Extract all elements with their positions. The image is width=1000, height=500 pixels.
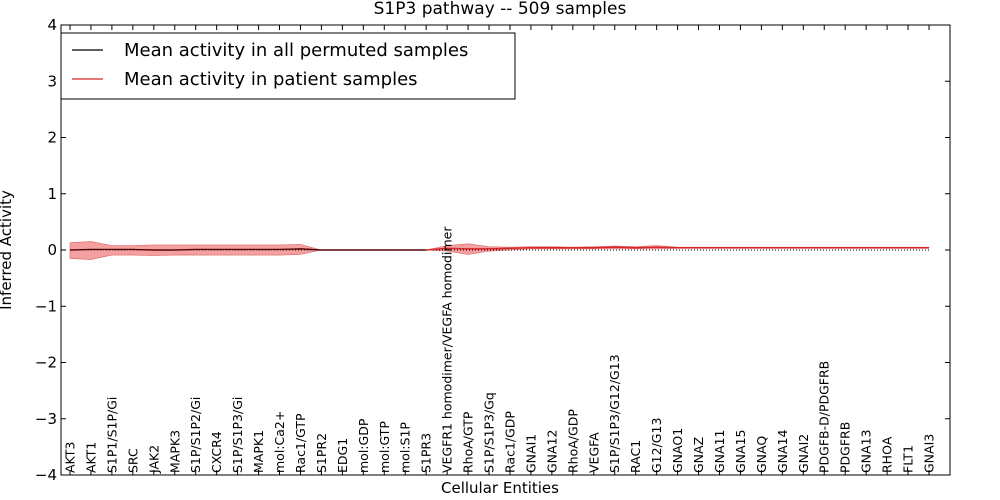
y-axis-label: Inferred Activity bbox=[0, 190, 15, 310]
x-tick-label: VEGFR1 homodimer/VEGFA homodimer bbox=[440, 226, 455, 473]
x-tick-label: GNAI3 bbox=[922, 434, 937, 473]
legend: Mean activity in all permuted samples Me… bbox=[60, 32, 516, 100]
x-tick-label: S1PR3 bbox=[419, 433, 434, 473]
y-tick-label: 0 bbox=[47, 241, 57, 259]
y-axis: −4 −3 −2 −1 0 1 2 3 4 bbox=[35, 16, 950, 484]
y-tick-label: −2 bbox=[35, 354, 57, 372]
x-tick-label: Rac1/GDP bbox=[502, 411, 517, 473]
x-tick-label: AKT3 bbox=[63, 442, 78, 473]
legend-label-permuted: Mean activity in all permuted samples bbox=[124, 40, 468, 61]
x-tick-label: MAPK3 bbox=[167, 430, 182, 473]
y-tick-label: 4 bbox=[47, 16, 57, 34]
x-tick-label: S1P/S1P3/G12/G13 bbox=[607, 354, 622, 473]
x-tick-label: GNAO1 bbox=[670, 428, 685, 473]
series-line-overlap bbox=[69, 248, 427, 251]
x-tick-label: GNAI1 bbox=[523, 434, 538, 473]
x-tick-label: S1P1/S1P/Gi bbox=[104, 397, 119, 473]
x-tick-label: S1P/S1P3/Gq bbox=[482, 392, 497, 473]
y-tick-label: −1 bbox=[35, 297, 57, 315]
x-tick-label: mol:S1P bbox=[398, 422, 413, 473]
y-tick-label: 1 bbox=[47, 185, 57, 203]
x-tick-label: PDGFRB bbox=[838, 422, 853, 473]
x-tick-label: SRC bbox=[125, 448, 140, 473]
x-tick-label: RAC1 bbox=[628, 440, 643, 473]
x-tick-label: GNAQ bbox=[754, 436, 769, 473]
x-axis-label: Cellular Entities bbox=[441, 479, 559, 497]
legend-box bbox=[60, 32, 516, 100]
x-tick-label: S1PR2 bbox=[314, 433, 329, 473]
x-tick-label: VEGFA bbox=[586, 432, 601, 473]
x-tick-label: S1P/S1P2/Gi bbox=[188, 397, 203, 473]
y-tick-label: −4 bbox=[35, 466, 57, 484]
x-tick-label: GNAI2 bbox=[796, 434, 811, 473]
x-tick-label: GNA12 bbox=[544, 430, 559, 474]
x-axis: AKT3 AKT1 S1P1/S1P/Gi SRC JAK2 MAPK3 S1P/S1P2/… bbox=[63, 25, 937, 475]
x-tick-label: GNA14 bbox=[775, 429, 790, 473]
x-tick-label: CXCR4 bbox=[209, 431, 224, 473]
x-tick-label: GNA11 bbox=[712, 430, 727, 474]
x-tick-label: GNAZ bbox=[691, 437, 706, 473]
x-tick-label: MAPK1 bbox=[251, 430, 266, 473]
x-tick-label: JAK2 bbox=[146, 445, 161, 474]
legend-label-patient: Mean activity in patient samples bbox=[124, 69, 418, 90]
x-tick-label: G12/G13 bbox=[649, 418, 664, 473]
series-line-layer bbox=[69, 246, 929, 251]
x-tick-label: RhoA/GTP bbox=[461, 411, 476, 473]
x-tick-label: EDG1 bbox=[335, 438, 350, 473]
x-tick-label: RHOA bbox=[880, 436, 895, 473]
x-tick-label: Rac1/GTP bbox=[293, 413, 308, 473]
x-tick-label: GNA15 bbox=[733, 430, 748, 474]
x-tick-label: mol:GDP bbox=[356, 418, 371, 473]
x-tick-label: S1P/S1P3/Gi bbox=[230, 397, 245, 473]
x-tick-label: mol:Ca2+ bbox=[272, 411, 287, 473]
x-tick-label: mol:GTP bbox=[377, 421, 392, 473]
y-tick-label: −3 bbox=[35, 410, 57, 428]
x-tick-label: FLT1 bbox=[901, 445, 916, 473]
y-tick-label: 3 bbox=[47, 72, 57, 90]
x-tick-label: AKT1 bbox=[83, 442, 98, 473]
x-tick-label: PDGFB-D/PDGFRB bbox=[817, 361, 832, 473]
x-tick-label: RhoA/GDP bbox=[565, 409, 580, 473]
y-tick-label: 2 bbox=[47, 129, 57, 147]
x-tick-label: GNA13 bbox=[859, 430, 874, 474]
chart-title: S1P3 pathway -- 509 samples bbox=[374, 0, 627, 19]
